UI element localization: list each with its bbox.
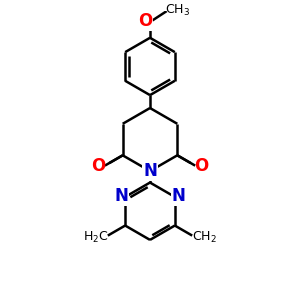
Text: N: N xyxy=(115,187,128,205)
Text: O: O xyxy=(194,157,208,175)
Text: H$_2$C: H$_2$C xyxy=(83,230,109,245)
Text: N: N xyxy=(143,162,157,180)
Text: N: N xyxy=(172,187,185,205)
Text: O: O xyxy=(92,157,106,175)
Text: O: O xyxy=(138,13,152,31)
Text: CH$_2$: CH$_2$ xyxy=(192,230,217,245)
Text: CH$_3$: CH$_3$ xyxy=(165,3,190,18)
